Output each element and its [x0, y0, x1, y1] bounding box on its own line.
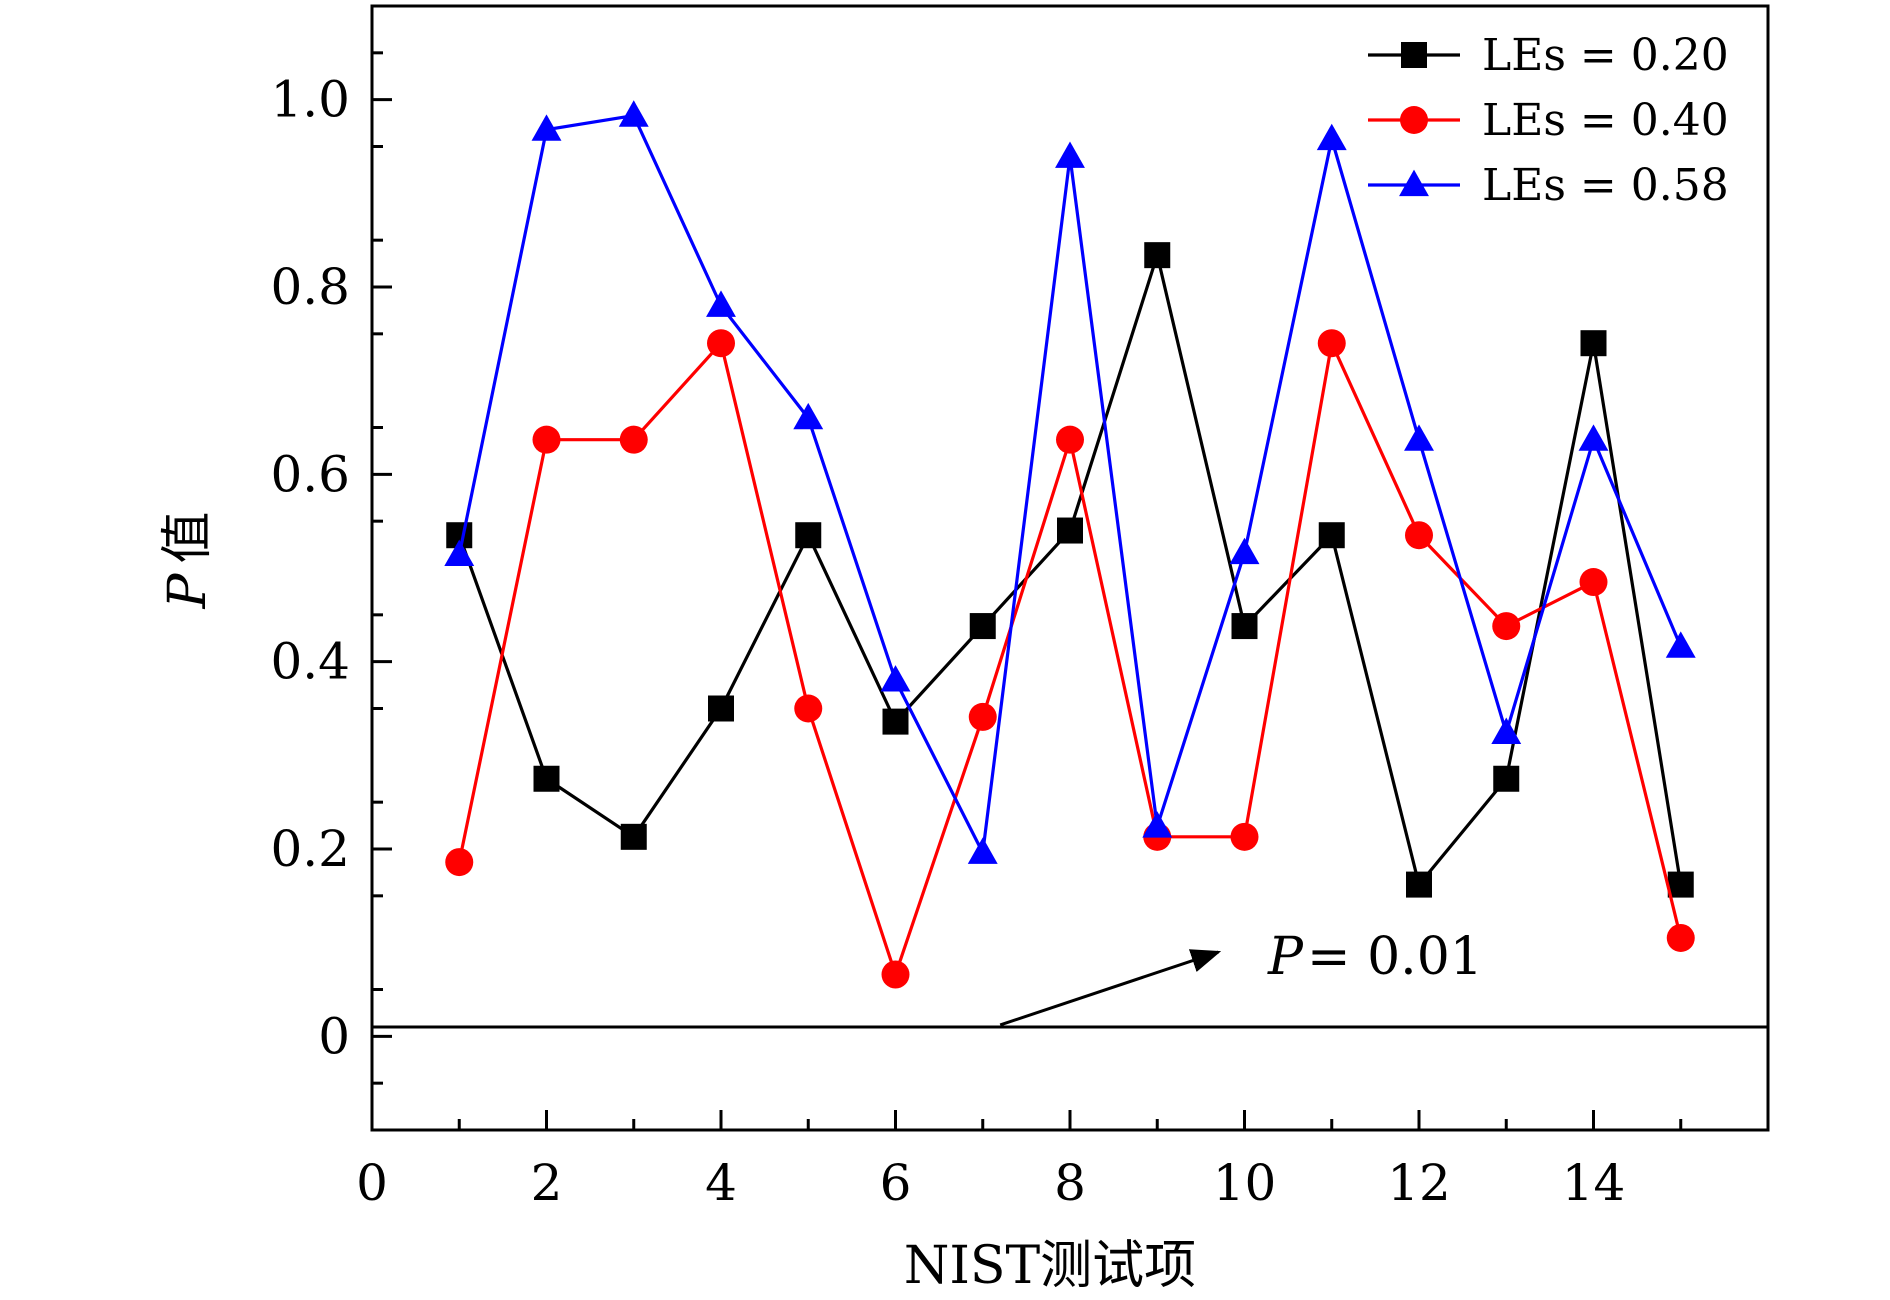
x-tick-label: 6 [880, 1154, 912, 1212]
data-point-circle [968, 702, 997, 731]
data-point-triangle [880, 665, 911, 692]
x-tick-label: 10 [1213, 1154, 1277, 1212]
data-point-triangle [1665, 631, 1696, 658]
y-axis-title-suffix: 值 [158, 511, 218, 563]
y-tick-label: 0.6 [270, 445, 350, 503]
data-point-triangle [1404, 424, 1434, 451]
x-tick-label: 14 [1562, 1154, 1626, 1212]
data-point-circle [532, 425, 561, 454]
data-point-triangle [793, 402, 824, 430]
y-tick-label: 0.2 [270, 820, 350, 878]
data-point-square [1144, 242, 1171, 269]
x-tick-label: 0 [356, 1154, 388, 1212]
y-tick-label: 1.0 [270, 71, 350, 129]
x-axis-title: NIST测试项 [904, 1236, 1196, 1296]
data-point-square [969, 613, 996, 640]
y-axis-title-var: P [158, 573, 218, 610]
data-point-circle [445, 848, 474, 877]
y-axis-title: P值 [158, 511, 218, 609]
data-point-square [533, 765, 560, 792]
data-point-triangle [1229, 537, 1260, 565]
y-axis-ticks: 0 0.2 0.4 0.6 0.8 1.0 [270, 51, 392, 1085]
data-point-square [1401, 42, 1427, 68]
legend-label: LEs = 0.20 [1482, 30, 1729, 81]
reference-line [372, 949, 1768, 1029]
data-point-triangle [444, 539, 475, 567]
data-point-circle [619, 425, 648, 454]
data-point-square [1493, 765, 1520, 792]
data-point-circle [1056, 425, 1084, 454]
data-point-square [708, 695, 734, 722]
data-point-square [1318, 522, 1345, 549]
data-point-circle [707, 329, 735, 358]
data-point-triangle [1399, 169, 1429, 197]
data-point-circle [1400, 106, 1428, 134]
series-group [444, 100, 1696, 989]
x-tick-label: 4 [705, 1154, 737, 1212]
data-point-square [1057, 517, 1083, 544]
x-tick-label: 12 [1387, 1154, 1451, 1212]
legend-item-1: LEs = 0.40 [1368, 95, 1729, 146]
data-point-circle [1492, 612, 1521, 641]
y-tick-label: 0.4 [270, 633, 350, 691]
x-tick-label: 8 [1054, 1154, 1086, 1212]
data-point-square [1667, 871, 1694, 898]
series-1 [445, 329, 1695, 989]
data-point-triangle [618, 100, 649, 127]
data-point-square [1231, 613, 1258, 640]
legend-label: LEs = 0.58 [1482, 160, 1729, 211]
x-tick-label: 2 [531, 1154, 563, 1212]
data-point-triangle [1055, 141, 1085, 168]
data-point-circle [881, 960, 910, 989]
data-point-circle [1230, 822, 1259, 851]
series-0 [446, 242, 1694, 898]
reference-line-label-var: P [1267, 927, 1304, 987]
series-2 [444, 100, 1696, 864]
data-point-square [1406, 871, 1432, 898]
data-point-triangle [1491, 717, 1522, 744]
data-point-circle [1317, 329, 1346, 358]
data-point-triangle [1316, 123, 1347, 151]
y-tick-label: 0 [318, 1007, 350, 1065]
x-axis-ticks: 0 2 4 6 8 10 12 14 [356, 1110, 1683, 1212]
data-point-square [795, 522, 822, 549]
reference-line-label: P= 0.01 [1267, 927, 1483, 987]
data-point-triangle [706, 290, 736, 317]
data-point-circle [1405, 521, 1433, 550]
data-point-square [882, 708, 909, 735]
data-point-triangle [1142, 811, 1173, 838]
data-point-circle [794, 694, 823, 723]
legend-item-0: LEs = 0.20 [1368, 30, 1729, 81]
legend-item-2: LEs = 0.58 [1368, 160, 1729, 211]
legend-label: LEs = 0.40 [1482, 95, 1729, 146]
data-point-square [620, 823, 647, 850]
data-point-square [1580, 330, 1607, 357]
legend: LEs = 0.20 LEs = 0.40 LEs = 0.58 [1368, 30, 1729, 211]
y-tick-label: 0.8 [270, 258, 350, 316]
reference-line-label-value: = 0.01 [1307, 927, 1483, 987]
reference-line-arrow [999, 949, 1222, 1027]
data-point-triangle [967, 837, 998, 864]
data-point-circle [1666, 923, 1695, 952]
data-point-circle [1579, 568, 1608, 597]
data-point-triangle [1578, 424, 1609, 451]
data-point-triangle [531, 114, 562, 141]
